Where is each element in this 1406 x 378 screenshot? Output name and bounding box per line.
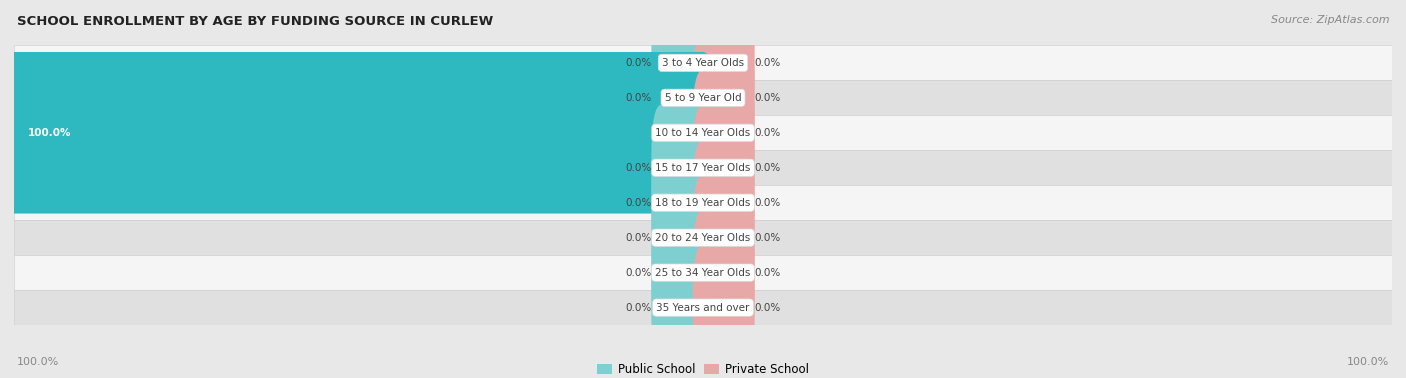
Text: 0.0%: 0.0% bbox=[626, 233, 651, 243]
Text: 10 to 14 Year Olds: 10 to 14 Year Olds bbox=[655, 128, 751, 138]
Text: 0.0%: 0.0% bbox=[626, 198, 651, 208]
Text: 0.0%: 0.0% bbox=[755, 233, 780, 243]
FancyBboxPatch shape bbox=[14, 220, 1392, 255]
Text: 0.0%: 0.0% bbox=[626, 58, 651, 68]
FancyBboxPatch shape bbox=[14, 115, 1392, 150]
FancyBboxPatch shape bbox=[14, 255, 1392, 290]
Text: 0.0%: 0.0% bbox=[626, 93, 651, 103]
FancyBboxPatch shape bbox=[651, 104, 713, 231]
FancyBboxPatch shape bbox=[14, 150, 1392, 185]
FancyBboxPatch shape bbox=[651, 209, 713, 336]
Text: 0.0%: 0.0% bbox=[626, 303, 651, 313]
Text: 0.0%: 0.0% bbox=[755, 163, 780, 173]
FancyBboxPatch shape bbox=[651, 139, 713, 266]
Text: 15 to 17 Year Olds: 15 to 17 Year Olds bbox=[655, 163, 751, 173]
FancyBboxPatch shape bbox=[693, 0, 755, 126]
FancyBboxPatch shape bbox=[14, 290, 1392, 325]
FancyBboxPatch shape bbox=[693, 209, 755, 336]
FancyBboxPatch shape bbox=[651, 34, 713, 161]
Text: 20 to 24 Year Olds: 20 to 24 Year Olds bbox=[655, 233, 751, 243]
FancyBboxPatch shape bbox=[693, 139, 755, 266]
Text: 0.0%: 0.0% bbox=[755, 303, 780, 313]
Text: 100.0%: 100.0% bbox=[17, 357, 59, 367]
FancyBboxPatch shape bbox=[651, 0, 713, 126]
Text: 5 to 9 Year Old: 5 to 9 Year Old bbox=[665, 93, 741, 103]
Text: SCHOOL ENROLLMENT BY AGE BY FUNDING SOURCE IN CURLEW: SCHOOL ENROLLMENT BY AGE BY FUNDING SOUR… bbox=[17, 15, 494, 28]
FancyBboxPatch shape bbox=[14, 185, 1392, 220]
Text: 0.0%: 0.0% bbox=[755, 198, 780, 208]
Text: 0.0%: 0.0% bbox=[626, 268, 651, 277]
Text: 100.0%: 100.0% bbox=[28, 128, 72, 138]
FancyBboxPatch shape bbox=[14, 45, 1392, 81]
FancyBboxPatch shape bbox=[693, 244, 755, 371]
FancyBboxPatch shape bbox=[651, 244, 713, 371]
FancyBboxPatch shape bbox=[693, 104, 755, 231]
FancyBboxPatch shape bbox=[693, 70, 755, 196]
FancyBboxPatch shape bbox=[693, 34, 755, 161]
Text: 0.0%: 0.0% bbox=[755, 128, 780, 138]
Text: 0.0%: 0.0% bbox=[755, 93, 780, 103]
FancyBboxPatch shape bbox=[651, 174, 713, 301]
FancyBboxPatch shape bbox=[693, 174, 755, 301]
Text: 0.0%: 0.0% bbox=[755, 268, 780, 277]
Text: 35 Years and over: 35 Years and over bbox=[657, 303, 749, 313]
Text: 3 to 4 Year Olds: 3 to 4 Year Olds bbox=[662, 58, 744, 68]
Text: 25 to 34 Year Olds: 25 to 34 Year Olds bbox=[655, 268, 751, 277]
FancyBboxPatch shape bbox=[0, 52, 717, 214]
Text: 0.0%: 0.0% bbox=[755, 58, 780, 68]
Text: 18 to 19 Year Olds: 18 to 19 Year Olds bbox=[655, 198, 751, 208]
Text: Source: ZipAtlas.com: Source: ZipAtlas.com bbox=[1271, 15, 1389, 25]
Legend: Public School, Private School: Public School, Private School bbox=[593, 358, 813, 378]
Text: 0.0%: 0.0% bbox=[626, 163, 651, 173]
FancyBboxPatch shape bbox=[14, 81, 1392, 115]
Text: 100.0%: 100.0% bbox=[1347, 357, 1389, 367]
